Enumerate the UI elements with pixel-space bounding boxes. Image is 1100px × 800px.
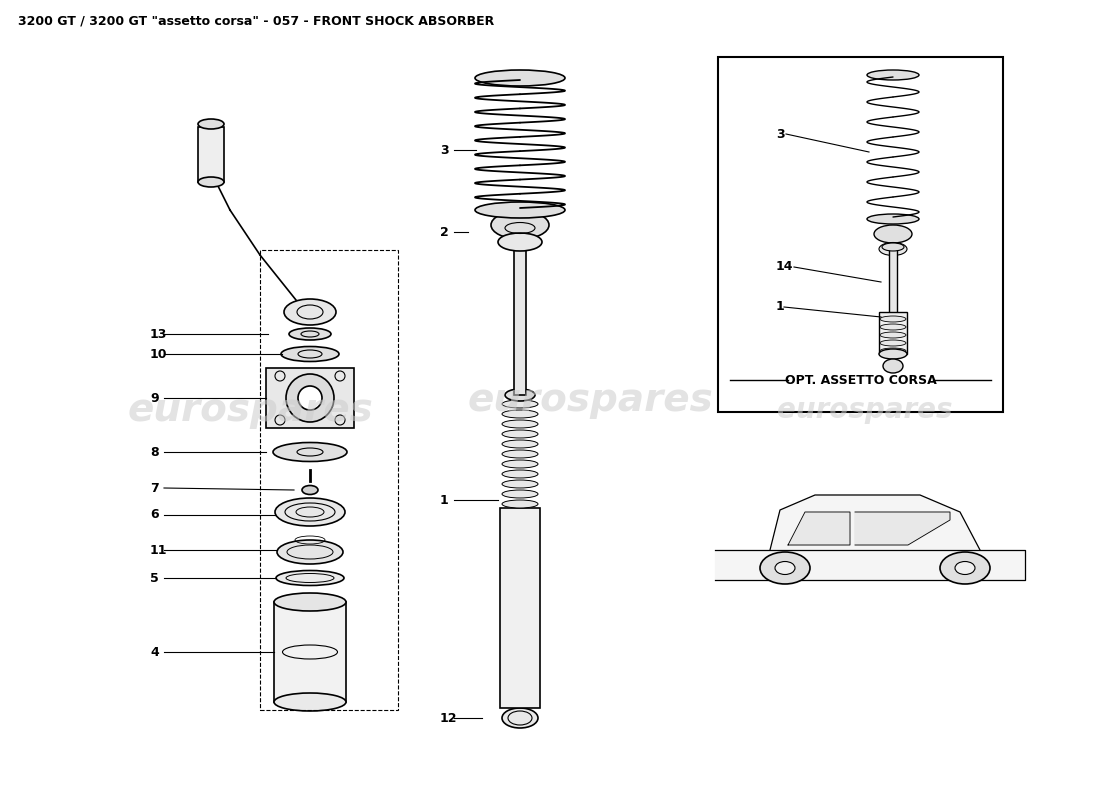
Ellipse shape	[502, 470, 538, 478]
Text: 12: 12	[440, 711, 458, 725]
Ellipse shape	[284, 299, 336, 325]
Ellipse shape	[502, 708, 538, 728]
Text: 14: 14	[776, 261, 793, 274]
Ellipse shape	[502, 440, 538, 448]
Ellipse shape	[491, 211, 549, 239]
Ellipse shape	[502, 450, 538, 458]
Ellipse shape	[874, 225, 912, 243]
Ellipse shape	[502, 460, 538, 468]
Text: 3200 GT / 3200 GT "assetto corsa" - 057 - FRONT SHOCK ABSORBER: 3200 GT / 3200 GT "assetto corsa" - 057 …	[18, 15, 494, 28]
Text: 9: 9	[150, 391, 158, 405]
Ellipse shape	[502, 430, 538, 438]
Ellipse shape	[502, 420, 538, 428]
Ellipse shape	[502, 400, 538, 408]
Text: 11: 11	[150, 543, 167, 557]
Bar	[260, 250, 398, 710]
Text: 5: 5	[150, 571, 158, 585]
Ellipse shape	[867, 70, 918, 80]
Ellipse shape	[289, 328, 331, 340]
Ellipse shape	[880, 324, 906, 330]
Ellipse shape	[879, 242, 908, 255]
Ellipse shape	[776, 562, 795, 574]
Ellipse shape	[277, 540, 343, 564]
Bar	[266, 368, 354, 428]
Ellipse shape	[274, 593, 346, 611]
Bar	[500, 508, 540, 708]
Polygon shape	[788, 512, 850, 545]
Text: eurospares: eurospares	[468, 381, 713, 419]
Ellipse shape	[760, 552, 810, 584]
Ellipse shape	[940, 552, 990, 584]
Text: 8: 8	[150, 446, 158, 458]
Text: 7: 7	[150, 482, 158, 494]
Bar	[718, 57, 1003, 412]
Text: 10: 10	[150, 347, 167, 361]
Ellipse shape	[273, 442, 346, 462]
Ellipse shape	[275, 498, 345, 526]
Ellipse shape	[302, 486, 318, 494]
Ellipse shape	[955, 562, 975, 574]
Ellipse shape	[880, 316, 906, 322]
Polygon shape	[715, 550, 1025, 580]
Ellipse shape	[286, 374, 334, 422]
Ellipse shape	[880, 348, 906, 354]
Text: eurospares: eurospares	[128, 391, 373, 429]
Ellipse shape	[198, 177, 224, 187]
Text: 3: 3	[776, 127, 784, 141]
Ellipse shape	[502, 490, 538, 498]
Ellipse shape	[198, 119, 224, 129]
Ellipse shape	[475, 202, 565, 218]
Text: 1: 1	[776, 301, 784, 314]
Ellipse shape	[498, 233, 542, 251]
Ellipse shape	[475, 70, 565, 86]
Bar	[889, 249, 896, 317]
Ellipse shape	[880, 332, 906, 338]
Ellipse shape	[502, 480, 538, 488]
Bar	[198, 127, 224, 182]
Text: 3: 3	[440, 143, 449, 157]
Bar	[879, 312, 908, 354]
Ellipse shape	[280, 346, 339, 362]
Text: 6: 6	[150, 509, 158, 522]
Ellipse shape	[505, 389, 535, 401]
Text: 13: 13	[150, 327, 167, 341]
Ellipse shape	[880, 340, 906, 346]
Polygon shape	[770, 495, 980, 550]
Polygon shape	[855, 512, 950, 545]
Ellipse shape	[298, 386, 322, 410]
Text: 1: 1	[440, 494, 449, 506]
Ellipse shape	[879, 349, 908, 359]
Ellipse shape	[276, 570, 344, 586]
Ellipse shape	[502, 410, 538, 418]
Ellipse shape	[274, 693, 346, 711]
Ellipse shape	[502, 500, 538, 508]
Text: OPT. ASSETTO CORSA: OPT. ASSETTO CORSA	[784, 374, 936, 386]
Ellipse shape	[882, 243, 904, 251]
Bar	[514, 235, 526, 395]
Text: 4: 4	[150, 646, 158, 658]
Text: eurospares: eurospares	[778, 396, 953, 424]
Text: 2: 2	[440, 226, 449, 238]
Bar	[274, 602, 346, 702]
Ellipse shape	[883, 359, 903, 373]
Ellipse shape	[867, 214, 918, 224]
